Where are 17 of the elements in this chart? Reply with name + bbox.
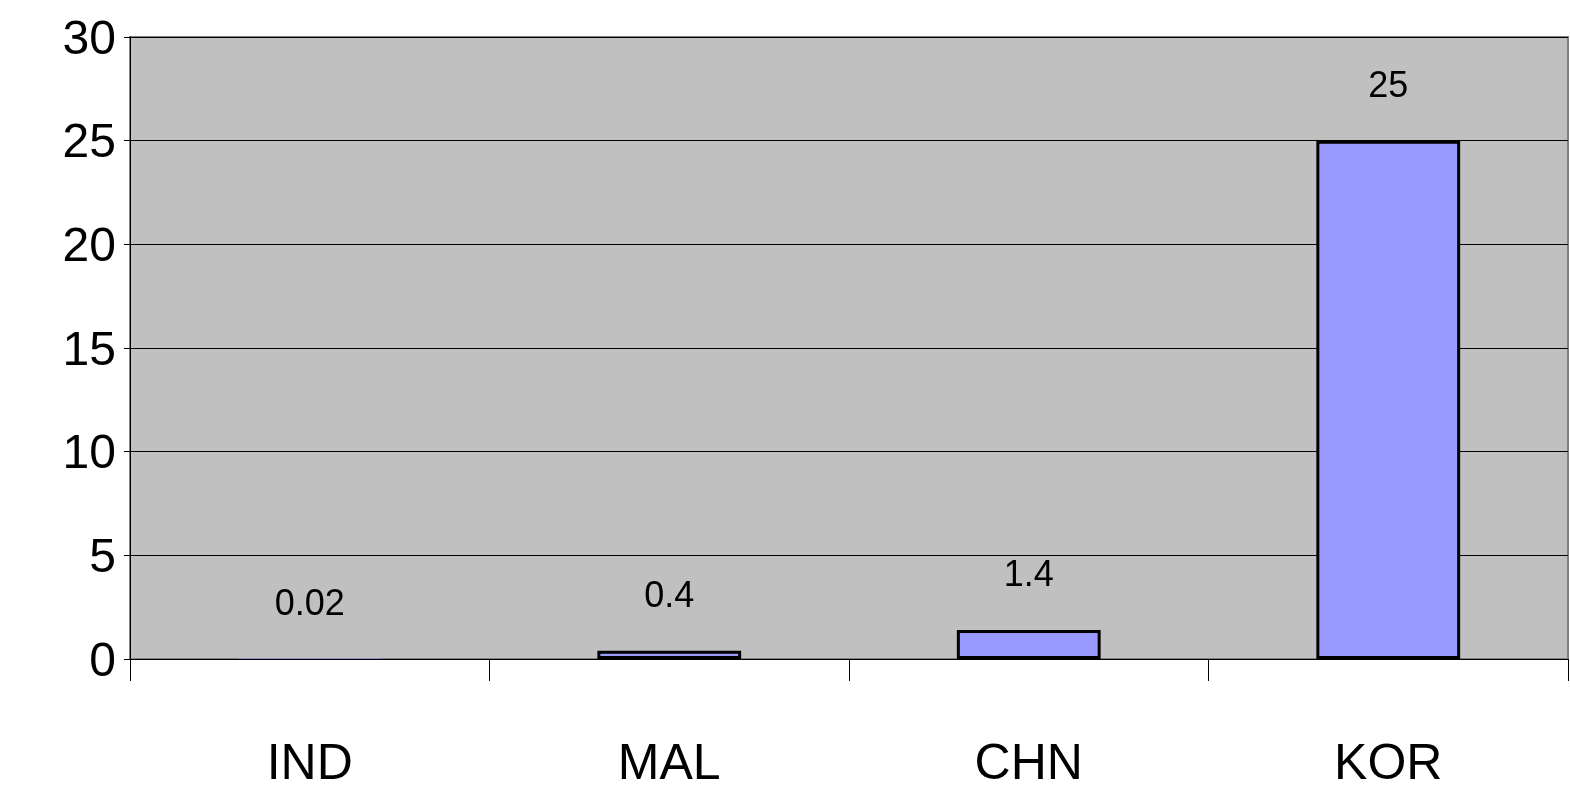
y-tick-label: 10 [62, 425, 116, 479]
data-label: 1.4 [1003, 553, 1054, 595]
x-tick-label: KOR [1334, 734, 1443, 790]
data-label: 0.02 [274, 582, 345, 624]
y-tick-label: 30 [62, 10, 116, 64]
y-tick-label: 5 [89, 528, 116, 582]
x-tick-label: CHN [974, 734, 1083, 790]
y-tick-label: 20 [62, 217, 116, 271]
y-tick-label: 25 [62, 114, 116, 168]
x-tick-label: IND [266, 734, 353, 790]
data-label: 0.4 [644, 574, 695, 616]
y-tick-label: 15 [62, 321, 116, 375]
data-label: 25 [1368, 64, 1409, 106]
bar [597, 650, 742, 659]
bar [956, 629, 1101, 659]
x-tick-label: MAL [617, 734, 721, 790]
y-tick-label: 0 [89, 632, 116, 686]
